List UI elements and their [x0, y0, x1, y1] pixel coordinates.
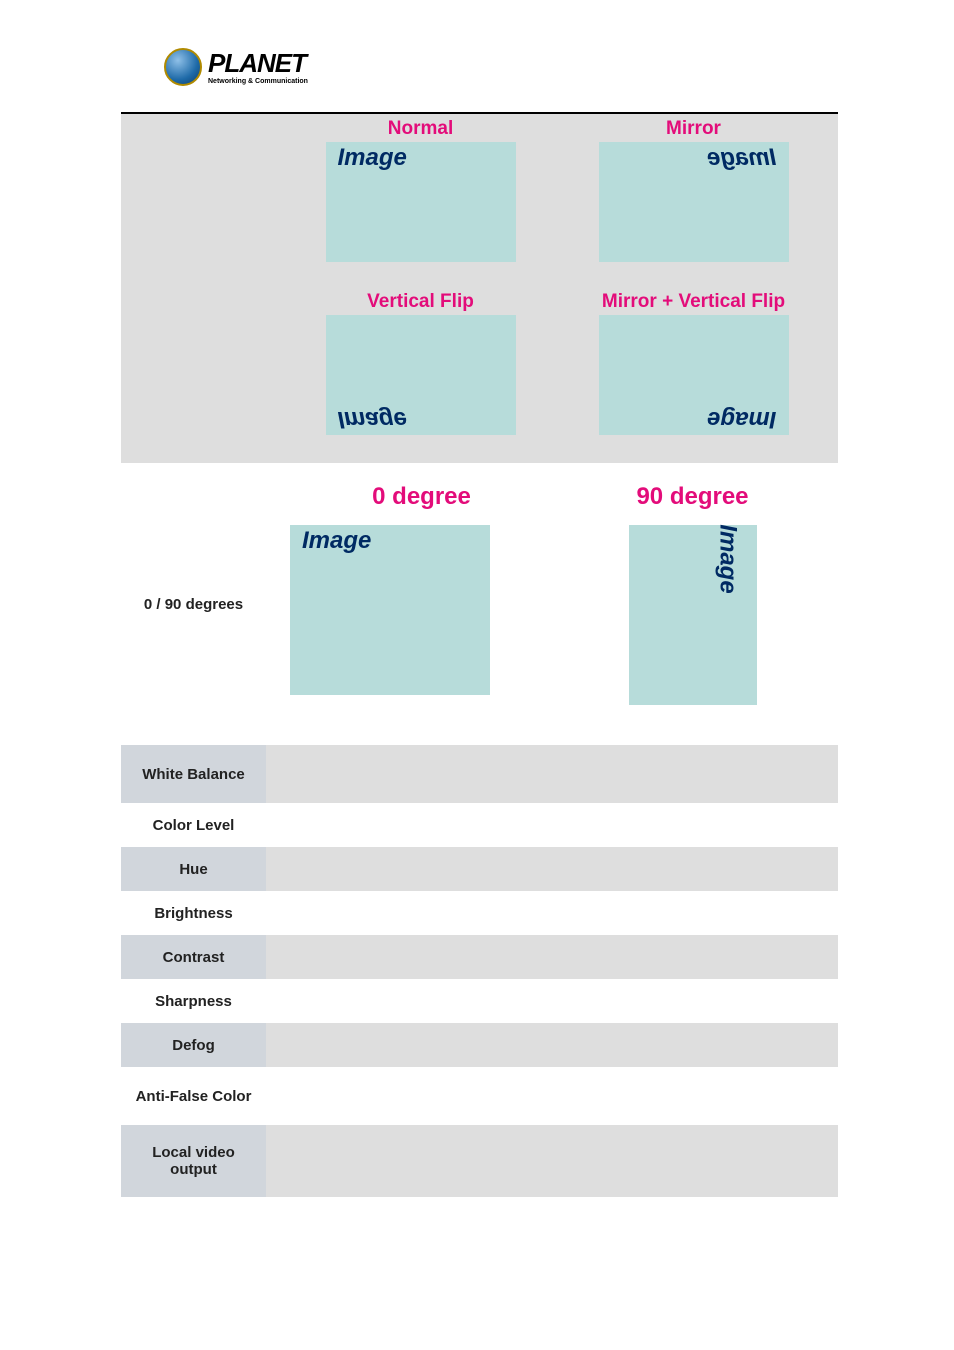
flip-demo: Normal Image	[286, 118, 555, 277]
setting-value-cell	[266, 891, 838, 935]
flip-demo: Mirror Image	[559, 118, 828, 277]
setting-value-cell	[266, 745, 838, 803]
setting-value-cell	[266, 1125, 838, 1197]
brand-tagline: Networking & Communication	[208, 78, 308, 85]
setting-label: Defog	[121, 1023, 266, 1067]
flip-mirror-section: Normal Image Mirror Image Vertical Flip Image…	[121, 112, 838, 463]
rotate-0-word: Image	[302, 527, 371, 555]
flip-demo-word: Image	[338, 144, 407, 172]
setting-value-cell	[266, 1067, 838, 1125]
flip-demo-title: Mirror	[666, 118, 721, 140]
flip-demo-word: Image	[707, 144, 776, 172]
brand-logo: PLANET Networking & Communication	[164, 48, 324, 86]
setting-value-cell	[266, 847, 838, 891]
rotate-0-title: 0 degree	[372, 483, 471, 511]
flip-demo-preview: Image	[326, 142, 516, 262]
setting-label: White Balance	[121, 745, 266, 803]
flip-demo-word: Image	[338, 405, 407, 433]
setting-row: Brightness	[121, 891, 838, 935]
flip-mirror-label-cell	[121, 114, 266, 463]
brand-name: PLANET	[208, 50, 308, 76]
flip-demo-word: Image	[707, 405, 776, 433]
setting-row: Defog	[121, 1023, 838, 1067]
setting-label: Color Level	[121, 803, 266, 847]
rotate-label: 0 / 90 degrees	[121, 463, 266, 745]
flip-demo: Mirror + Vertical Flip Image	[559, 291, 828, 450]
flip-demo-title: Normal	[388, 118, 453, 140]
setting-label: Brightness	[121, 891, 266, 935]
flip-demo-preview: Image	[326, 315, 516, 435]
setting-row: Sharpness	[121, 979, 838, 1023]
setting-label: Local video output	[121, 1125, 266, 1197]
setting-row: White Balance	[121, 745, 838, 803]
setting-value-cell	[266, 979, 838, 1023]
setting-label: Anti-False Color	[121, 1067, 266, 1125]
flip-demo-title: Vertical Flip	[367, 291, 474, 313]
setting-value-cell	[266, 1023, 838, 1067]
setting-row: Contrast	[121, 935, 838, 979]
logo-sphere-icon	[164, 48, 202, 86]
setting-label: Hue	[121, 847, 266, 891]
setting-label: Contrast	[121, 935, 266, 979]
rotate-section: 0 / 90 degrees 0 degree Image 90 degree …	[121, 463, 838, 745]
setting-row: Hue	[121, 847, 838, 891]
setting-label: Sharpness	[121, 979, 266, 1023]
rotate-0-preview: Image	[290, 525, 490, 695]
flip-demo: Vertical Flip Image	[286, 291, 555, 450]
flip-demo-title: Mirror + Vertical Flip	[602, 291, 785, 313]
flip-demo-preview: Image	[599, 142, 789, 262]
flip-demo-preview: Image	[599, 315, 789, 435]
rotate-90-word: Image	[714, 524, 742, 593]
setting-row: Local video output	[121, 1125, 838, 1197]
setting-row: Anti-False Color	[121, 1067, 838, 1125]
rotate-90-preview: Image	[629, 525, 757, 705]
setting-value-cell	[266, 803, 838, 847]
setting-value-cell	[266, 935, 838, 979]
rotate-90-title: 90 degree	[636, 483, 748, 511]
setting-row: Color Level	[121, 803, 838, 847]
